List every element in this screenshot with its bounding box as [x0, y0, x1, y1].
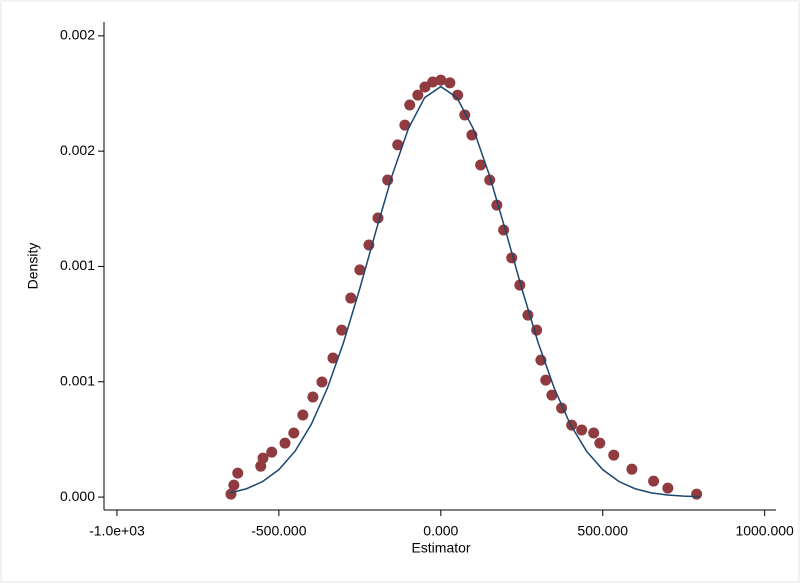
x-tick-label: -1.0e+03 [89, 523, 145, 539]
point [662, 482, 674, 494]
x-axis-label: Estimator [411, 540, 470, 556]
x-tick-label: 0.000 [423, 523, 458, 539]
point [257, 452, 269, 464]
y-tick-label: 0.002 [60, 27, 95, 43]
point [419, 81, 431, 93]
point [475, 159, 487, 171]
y-tick-label: 0.001 [60, 257, 95, 273]
point [288, 427, 300, 439]
point [345, 292, 357, 304]
x-tick-label: 1000.000 [735, 523, 794, 539]
point [399, 119, 411, 131]
point [279, 437, 291, 449]
point [576, 424, 588, 436]
point [691, 488, 703, 500]
point [626, 463, 638, 475]
point [452, 89, 464, 101]
point [228, 479, 240, 491]
x-tick-label: 500.000 [577, 523, 628, 539]
point [514, 279, 526, 291]
y-tick-label: 0.001 [60, 372, 95, 388]
point [608, 449, 620, 461]
point [297, 409, 309, 421]
point [307, 391, 319, 403]
point [444, 77, 456, 89]
point [546, 389, 558, 401]
y-tick-label: 0.000 [60, 488, 95, 504]
point [484, 174, 496, 186]
point [588, 427, 600, 439]
point [354, 264, 366, 276]
point [316, 376, 328, 388]
point [412, 89, 424, 101]
point [648, 475, 660, 487]
point [594, 437, 606, 449]
y-tick-label: 0.002 [60, 142, 95, 158]
point [540, 374, 552, 386]
density-curve [230, 85, 700, 498]
point [336, 324, 348, 336]
point [404, 99, 416, 111]
point [266, 446, 278, 458]
x-tick-label: -500.000 [251, 523, 306, 539]
point [232, 467, 244, 479]
point [435, 74, 447, 86]
point [392, 139, 404, 151]
y-axis-label: Density [25, 243, 41, 290]
point [327, 352, 339, 364]
